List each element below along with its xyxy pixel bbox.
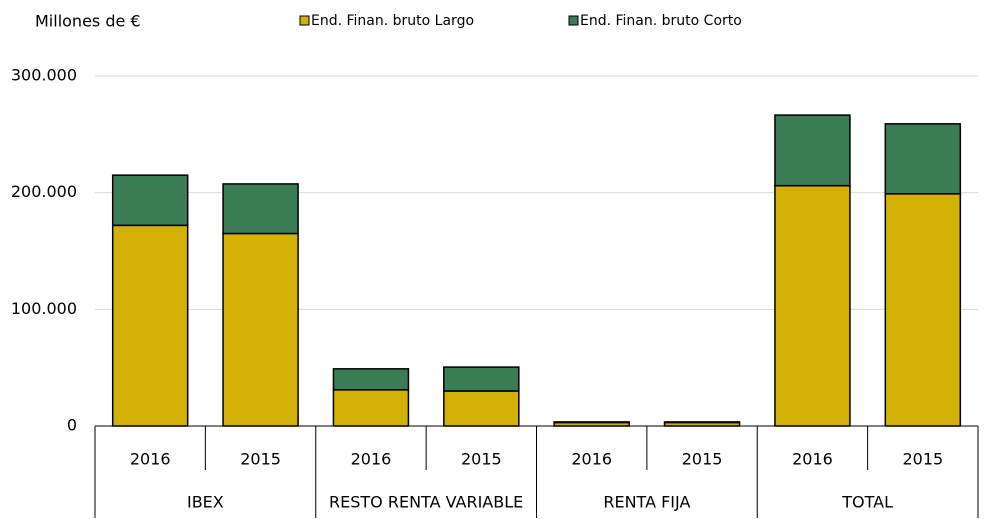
bar-segment [774, 184, 851, 427]
bar-segment [222, 232, 299, 427]
bar-segment [332, 389, 410, 427]
bar-segment [443, 390, 520, 427]
group-label: RESTO RENTA VARIABLE [329, 493, 523, 512]
y-tick-label: 0 [67, 416, 77, 435]
bar-segment [111, 224, 189, 427]
x-tick-label: 2016 [792, 450, 833, 469]
x-tick-label: 2016 [571, 450, 612, 469]
legend-swatch [299, 15, 310, 26]
legend-label: End. Finan. bruto Largo [311, 13, 474, 29]
y-tick-label: 300.000 [11, 66, 77, 85]
legend-swatch [568, 15, 579, 26]
group-label: RENTA FIJA [603, 493, 690, 512]
bar-segment [332, 368, 410, 391]
bar-segment [553, 421, 630, 424]
unit-label: Millones de € [35, 12, 141, 31]
bar-segment [111, 174, 189, 227]
x-tick-label: 2016 [351, 450, 392, 469]
bar-segment [774, 114, 851, 187]
bar-segment [443, 366, 520, 392]
bar-segment [884, 193, 962, 427]
x-tick-label: 2015 [461, 450, 502, 469]
bar-segment [884, 123, 962, 195]
x-tick-label: 2015 [902, 450, 943, 469]
bar-segment [663, 421, 741, 424]
group-label: TOTAL [841, 493, 893, 512]
x-tick-label: 2015 [682, 450, 723, 469]
x-tick-label: 2016 [130, 450, 171, 469]
y-tick-label: 200.000 [11, 182, 77, 201]
group-label: IBEX [187, 493, 224, 512]
x-tick-label: 2015 [240, 450, 281, 469]
y-tick-label: 100.000 [11, 299, 77, 318]
bar-segment [222, 183, 299, 235]
legend-label: End. Finan. bruto Corto [580, 13, 742, 29]
